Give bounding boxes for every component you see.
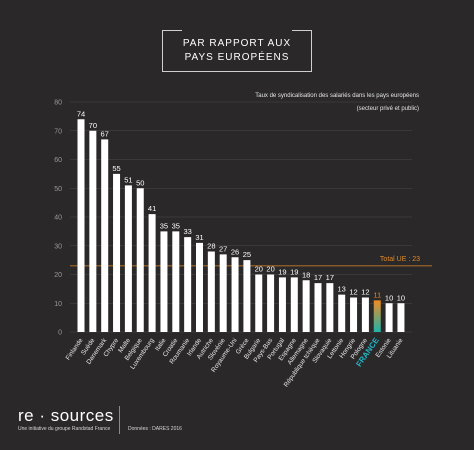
value-label: 51 (124, 175, 132, 184)
value-label: 10 (397, 293, 405, 302)
y-tick-label: 30 (54, 243, 62, 250)
y-tick-label: 50 (54, 186, 62, 193)
bar (326, 283, 334, 332)
value-label: 20 (255, 265, 263, 274)
bar (136, 188, 144, 332)
bar (385, 303, 393, 332)
bar (278, 277, 286, 332)
bar (113, 173, 121, 332)
chart-note: Taux de syndicalisation des salariés dan… (255, 93, 419, 99)
value-label: 33 (183, 227, 191, 236)
data-source: Données : DARES 2016 (128, 426, 182, 432)
bar (207, 251, 215, 332)
title-line-1: PAR RAPPORT AUX (182, 38, 292, 49)
value-label: 74 (77, 109, 85, 118)
value-label: 70 (89, 121, 97, 130)
bar (243, 260, 251, 332)
title-box-top-edge (162, 30, 312, 31)
bar (231, 257, 239, 332)
bar (338, 294, 346, 332)
value-label: 41 (148, 204, 156, 213)
y-tick-label: 10 (54, 301, 62, 308)
bar (361, 297, 369, 332)
value-label: 50 (136, 178, 144, 187)
value-label: 55 (112, 164, 120, 173)
bar-france (373, 300, 381, 332)
value-label: 12 (349, 288, 357, 297)
eu-average-label: Total UE : 23 (380, 256, 420, 263)
value-label: 27 (219, 244, 227, 253)
bar (124, 185, 132, 332)
value-label: 35 (172, 221, 180, 230)
value-label: 67 (101, 129, 109, 138)
bar (302, 280, 310, 332)
value-label: 13 (338, 285, 346, 294)
bar (267, 274, 275, 332)
y-tick-label: 80 (54, 100, 62, 107)
value-label: 11 (373, 290, 381, 299)
bar (397, 303, 405, 332)
value-label: 12 (361, 288, 369, 297)
title-box: PAR RAPPORT AUX PAYS EUROPÉENS (162, 30, 312, 72)
chart-note-subtitle: (secteur privé et public) (356, 106, 419, 112)
bar (77, 119, 85, 332)
value-label: 28 (207, 242, 215, 251)
value-label: 26 (231, 247, 239, 256)
value-label: 19 (278, 267, 286, 276)
value-label: 17 (314, 273, 322, 282)
bar (172, 231, 180, 332)
value-label: 25 (243, 250, 251, 259)
value-label: 31 (195, 233, 203, 242)
y-tick-label: 0 (58, 330, 62, 337)
value-label: 17 (326, 273, 334, 282)
y-tick-label: 40 (54, 215, 62, 222)
value-label: 19 (290, 267, 298, 276)
value-label: 10 (385, 293, 393, 302)
bar (89, 130, 97, 332)
value-label: 20 (266, 265, 274, 274)
logo-tagline: Une initiative du groupe Randstad France (18, 426, 111, 432)
bar (219, 254, 227, 332)
bar (350, 297, 358, 332)
bar (196, 242, 203, 332)
bar (290, 277, 298, 332)
bar (101, 139, 109, 332)
footer-divider (119, 406, 120, 434)
title-line-2: PAYS EUROPÉENS (184, 52, 290, 63)
resources-logo: re · sources (18, 406, 114, 425)
bar (160, 231, 168, 332)
bar (148, 214, 156, 332)
bar (255, 274, 263, 332)
value-label: 35 (160, 221, 168, 230)
bar (314, 283, 322, 332)
bar (184, 237, 192, 332)
y-tick-label: 20 (54, 272, 62, 279)
y-tick-label: 60 (54, 157, 62, 164)
value-label: 18 (302, 270, 310, 279)
y-tick-label: 70 (54, 128, 62, 135)
